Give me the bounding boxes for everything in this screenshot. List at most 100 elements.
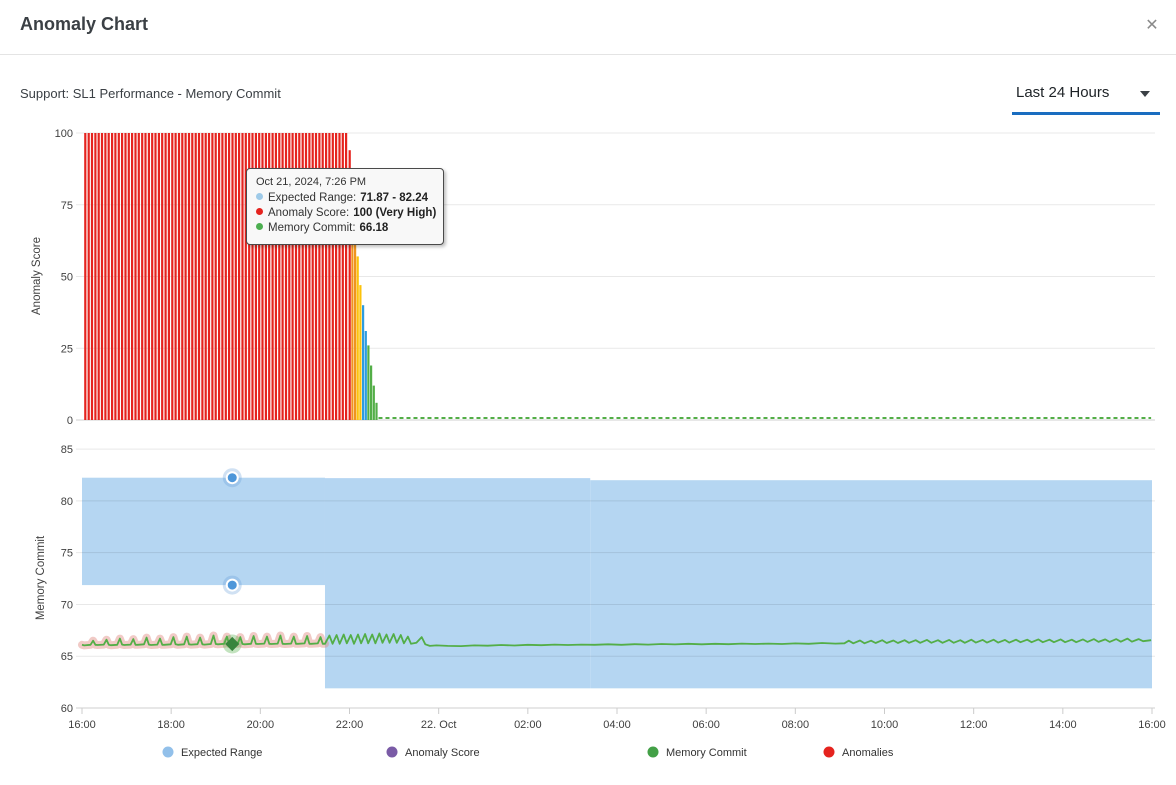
anomaly-score-bar: [181, 133, 184, 420]
anomaly-score-bar: [117, 133, 120, 420]
anomaly-score-bar: [281, 133, 284, 420]
anomaly-score-bar: [121, 133, 124, 420]
y-tick-label: 0: [67, 415, 73, 427]
anomaly-score-bar: [171, 133, 174, 420]
anomaly-score-bar: [134, 133, 137, 420]
anomaly-score-bar: [304, 133, 308, 420]
tooltip-label: Memory Commit:: [268, 222, 356, 234]
y-tick-label: 65: [61, 651, 73, 663]
anomaly-score-bar: [224, 133, 227, 420]
legend-item-memory-commit[interactable]: Memory Commit: [647, 746, 747, 760]
hover-point-diamond[interactable]: [225, 636, 240, 652]
anomaly-score-bar: [248, 133, 251, 420]
tooltip-memory-commit-row: Memory Commit: 66.18: [256, 221, 434, 236]
anomaly-score-bar: [331, 133, 334, 420]
anomaly-score-bar: [161, 133, 164, 420]
anomaly-chart-canvas[interactable]: 0 25 50 75 100 60 65 70 75 80 85 16:00 18:00 20:00 22:…: [0, 110, 1176, 785]
x-tick-label: 20:00: [247, 719, 275, 731]
range-handle-marker[interactable]: [225, 471, 239, 485]
anomaly-score-bar: [370, 365, 373, 420]
legend-item-anomaly-score[interactable]: Anomaly Score: [386, 746, 480, 760]
modal-header: Anomaly Chart ✕: [0, 0, 1176, 55]
legend-dot-icon: [647, 746, 659, 758]
memory-commit-dot-icon: [256, 223, 263, 230]
x-tick-label: 14:00: [1049, 719, 1077, 731]
expected-range-band: [590, 480, 1152, 689]
tooltip-label: Anomaly Score:: [268, 207, 350, 219]
legend-item-anomalies[interactable]: Anomalies: [823, 746, 894, 760]
anomaly-score-bar: [291, 133, 294, 420]
anomaly-score-bar: [124, 133, 127, 420]
anomaly-score-bar: [354, 219, 357, 420]
anomaly-score-bar: [341, 133, 344, 420]
anomaly-score-bar: [154, 133, 157, 420]
y-tick-label: 50: [61, 272, 73, 284]
anomaly-score-bar: [241, 133, 244, 420]
y-tick-label: 80: [61, 496, 73, 508]
anomaly-score-bar: [214, 133, 217, 420]
memory-commit-line: [81, 632, 1152, 647]
anomaly-score-bar: [187, 133, 191, 420]
anomaly-score-bar: [131, 133, 134, 420]
x-tick-label: 10:00: [871, 719, 899, 731]
time-range-value: Last 24 Hours: [1016, 84, 1110, 101]
anomaly-score-bar: [194, 133, 197, 420]
y-tick-label: 85: [61, 444, 73, 456]
anomaly-score-bar: [184, 133, 187, 420]
anomaly-score-bar: [191, 133, 194, 420]
range-handle-marker[interactable]: [225, 578, 239, 592]
anomaly-score-bar: [127, 133, 130, 420]
anomaly-score-bar: [294, 133, 298, 420]
anomaly-score-bar: [177, 133, 181, 420]
tooltip-value: 66.18: [359, 222, 389, 234]
anomaly-score-bar: [238, 133, 241, 420]
page-title: Anomaly Chart: [20, 14, 149, 34]
chevron-down-icon: [1140, 91, 1150, 97]
anomaly-score-bar: [348, 150, 351, 420]
anomaly-score-bar: [84, 133, 87, 420]
legend-item-expected-range[interactable]: Expected Range: [162, 746, 263, 760]
tooltip-value: 100 (Very High): [353, 207, 437, 219]
x-tick-label: 02:00: [514, 719, 542, 731]
anomaly-score-bar: [258, 133, 261, 420]
anomaly-score-bar: [284, 133, 288, 420]
anomaly-score-bar: [251, 133, 254, 420]
anomaly-score-bar: [87, 133, 90, 420]
x-tick-label: 08:00: [782, 719, 810, 731]
x-tick-label: 06:00: [692, 719, 720, 731]
anomaly-score-bar: [359, 285, 362, 420]
anomaly-score-bar: [228, 133, 231, 420]
anomaly-score-bar: [114, 133, 117, 420]
anomaly-score-bar: [144, 133, 147, 420]
legend-label: Expected Range: [181, 747, 262, 759]
close-icon[interactable]: ✕: [1145, 17, 1159, 34]
anomaly-score-bar: [207, 133, 211, 420]
anomaly-score-bar: [274, 133, 277, 420]
anomaly-score-bar: [351, 190, 354, 420]
anomaly-score-bar: [328, 133, 331, 420]
anomaly-score-bar: [308, 133, 311, 420]
anomaly-score-dot-icon: [256, 208, 263, 215]
x-tick-label: 22:00: [336, 719, 364, 731]
anomaly-score-bar: [147, 133, 150, 420]
expected-range-band: [82, 477, 325, 586]
y-tick-label: 60: [61, 703, 73, 715]
chart-tooltip: Oct 21, 2024, 7:26 PM Expected Range: 71.…: [246, 168, 444, 245]
anomaly-score-bar: [201, 133, 204, 420]
anomaly-score-bar: [367, 345, 370, 420]
tooltip-value: 71.87 - 82.24: [360, 192, 429, 204]
anomaly-score-bar: [288, 133, 291, 420]
anomaly-score-bar: [221, 133, 224, 420]
anomaly-score-bar: [268, 133, 271, 420]
anomaly-score-bar: [298, 133, 301, 420]
anomaly-score-bar: [151, 133, 154, 420]
anomaly-score-bar: [261, 133, 264, 420]
anomaly-score-bar: [197, 133, 201, 420]
anomaly-score-bar: [234, 133, 237, 420]
anomaly-score-bar: [164, 133, 167, 420]
x-tick-label: 16:00: [1138, 719, 1166, 731]
time-range-dropdown[interactable]: Last 24 Hours: [1012, 76, 1160, 115]
legend-dot-icon: [386, 746, 398, 758]
anomaly-score-bar: [90, 133, 94, 420]
tooltip-timestamp: Oct 21, 2024, 7:26 PM: [256, 176, 367, 188]
